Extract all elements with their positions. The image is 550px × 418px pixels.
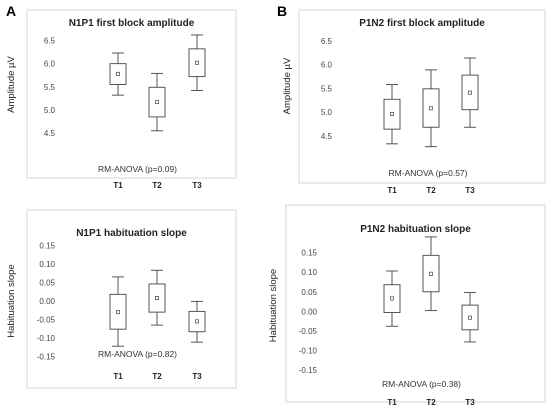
y-tick-label: -0.10 [299, 347, 318, 356]
mean-marker [468, 90, 472, 95]
chart-panel-1: N1P1 first block amplitude Amplitude µV 4.… [6, 9, 237, 190]
x-tick-label: T1 [113, 181, 123, 190]
box-t1 [383, 84, 401, 145]
chart-title: N1P1 habituation slope [76, 228, 187, 239]
box-t2 [148, 72, 166, 132]
mean-marker [429, 271, 433, 276]
chart-title: P1N2 habituation slope [360, 224, 471, 235]
mean-marker [390, 296, 394, 301]
panel-frame [26, 209, 237, 389]
anova-annotation: RM-ANOVA (p=0.57) [389, 168, 468, 178]
anova-annotation: RM-ANOVA (p=0.82) [98, 349, 177, 359]
y-tick-label: 6.0 [44, 60, 56, 69]
box-t3 [188, 300, 206, 343]
x-tick-label: T1 [387, 398, 397, 407]
y-tick-label: -0.15 [299, 366, 318, 375]
y-axis-label: Habituation slope [6, 264, 17, 337]
y-tick-label: 6.5 [321, 37, 333, 46]
panel-frame [298, 9, 546, 184]
y-tick-label: 0.10 [301, 268, 317, 277]
y-tick-label: 6.5 [44, 37, 56, 46]
mean-marker [155, 100, 159, 105]
y-axis-label: Amplitude µV [6, 55, 17, 112]
mean-marker [195, 319, 199, 324]
box-t1 [109, 52, 127, 96]
y-tick-label: 5.5 [44, 83, 56, 92]
box-t2 [148, 269, 166, 326]
y-tick-label: 0.15 [39, 241, 55, 250]
y-tick-label: 4.5 [44, 129, 56, 138]
mean-marker [468, 315, 472, 320]
panel-frame [285, 204, 546, 403]
panel-letter-a: A [6, 3, 17, 19]
y-tick-label: 0.05 [301, 288, 317, 297]
y-tick-label: -0.05 [299, 327, 318, 336]
x-tick-label: T2 [426, 398, 436, 407]
x-tick-label: T1 [387, 186, 397, 195]
mean-marker [116, 71, 120, 76]
y-axis-label: Habituation slope [268, 269, 279, 342]
chart-panel-2: P1N2 first block amplitude Amplitude µV 4.… [282, 9, 546, 195]
x-tick-label: T3 [465, 186, 475, 195]
box-t1 [109, 276, 127, 347]
y-tick-label: 0.00 [301, 307, 317, 316]
chart-title: P1N2 first block amplitude [359, 18, 485, 29]
y-tick-label: -0.10 [37, 334, 56, 343]
chart-panel-3: N1P1 habituation slope Habituation slope -… [6, 209, 237, 389]
chart-panel-4: P1N2 habituation slope Habituation slope -… [268, 204, 546, 407]
x-tick-label: T3 [192, 181, 202, 190]
x-tick-label: T3 [465, 398, 475, 407]
x-tick-label: T2 [152, 372, 162, 381]
y-tick-label: 0.05 [39, 278, 55, 287]
x-tick-label: T2 [152, 181, 162, 190]
y-tick-label: -0.15 [37, 353, 56, 362]
mean-marker [429, 106, 433, 111]
mean-marker [195, 60, 199, 65]
y-axis-label: Amplitude µV [282, 57, 293, 114]
x-tick-label: T2 [426, 186, 436, 195]
y-tick-label: 5.5 [321, 84, 333, 93]
box-t1 [383, 270, 401, 327]
y-tick-label: 5.0 [44, 106, 56, 115]
y-tick-label: 5.0 [321, 108, 333, 117]
box-t3 [188, 34, 206, 91]
mean-marker [116, 310, 120, 315]
box-t3 [461, 57, 479, 128]
x-tick-label: T1 [113, 372, 123, 381]
mean-marker [390, 112, 394, 116]
anova-annotation: RM-ANOVA (p=0.09) [98, 164, 177, 174]
anova-annotation: RM-ANOVA (p=0.38) [382, 379, 461, 389]
y-tick-label: -0.05 [37, 316, 56, 325]
mean-marker [155, 296, 159, 300]
chart-title: N1P1 first block amplitude [69, 18, 195, 29]
y-tick-label: 0.10 [39, 260, 55, 269]
y-tick-label: 6.0 [321, 61, 333, 70]
y-tick-label: 4.5 [321, 132, 333, 141]
y-tick-label: 0.15 [301, 249, 317, 258]
box-t2 [422, 69, 440, 148]
box-t2 [422, 236, 440, 312]
panel-frame [26, 9, 237, 179]
panel-letter-b: B [277, 3, 288, 19]
box-t3 [461, 292, 479, 343]
y-tick-label: 0.00 [39, 297, 55, 306]
x-tick-label: T3 [192, 372, 202, 381]
